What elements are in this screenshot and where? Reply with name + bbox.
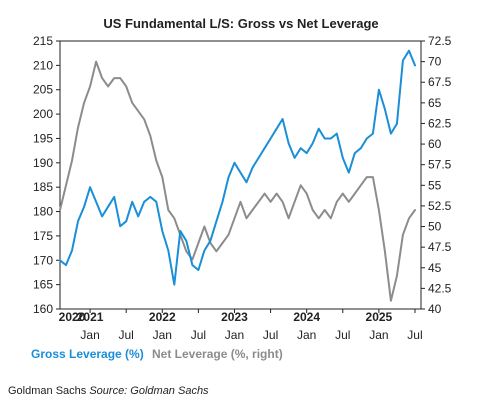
- right-axis: 40 42.5 45 47.5 50 52.5 55 57.5 60 62.5 65 67.5 70 72…: [421, 34, 452, 316]
- footer: Goldman Sachs Source: Goldman Sachs: [8, 385, 209, 397]
- left-tick-label-0: 160: [33, 302, 53, 316]
- left-tick-label-11: 215: [33, 34, 53, 48]
- right-tick-label-0: 40: [428, 302, 442, 316]
- year-label-5: 2025: [366, 310, 393, 324]
- right-tick-label-5: 52.5: [428, 199, 452, 213]
- left-tick-label-7: 195: [33, 131, 53, 145]
- plot-frame: [59, 40, 422, 310]
- left-axis: 160 165 170 175 180 185 190 195 200 205 210 215: [33, 34, 60, 316]
- month-label-0: Jan: [80, 328, 99, 342]
- legend-gross-leverage: Gross Leverage (%): [31, 347, 144, 361]
- month-label-5: Jul: [263, 328, 278, 342]
- month-label-9: Jul: [407, 328, 422, 342]
- series-layer: [59, 49, 416, 302]
- left-tick-label-10: 210: [33, 58, 53, 72]
- left-tick-label-1: 165: [33, 278, 53, 292]
- right-tick-label-10: 65: [428, 96, 442, 110]
- footer-text: Goldman Sachs: [8, 385, 90, 397]
- left-tick-label-3: 175: [33, 229, 53, 243]
- right-tick-label-13: 72.5: [428, 34, 452, 48]
- year-label-2: 2022: [149, 310, 176, 324]
- left-tick-label-2: 170: [33, 253, 53, 267]
- year-label-1: 2021: [77, 310, 104, 324]
- right-tick-label-2: 45: [428, 261, 442, 275]
- right-tick-label-4: 50: [428, 220, 442, 234]
- right-tick-label-12: 70: [428, 55, 442, 69]
- right-tick-label-11: 67.5: [428, 75, 452, 89]
- chart-title: US Fundamental L/S: Gross vs Net Leverag…: [103, 16, 378, 31]
- left-tick-label-9: 205: [33, 83, 53, 97]
- gross-leverage-line: [59, 49, 416, 286]
- net-leverage-line: [59, 60, 416, 302]
- month-label-8: Jan: [369, 328, 388, 342]
- right-tick-label-9: 62.5: [428, 116, 452, 130]
- month-label-1: Jul: [119, 328, 134, 342]
- footer-source: Source: Goldman Sachs: [89, 385, 209, 397]
- month-label-2: Jan: [153, 328, 172, 342]
- left-tick-label-6: 190: [33, 156, 53, 170]
- month-label-7: Jul: [335, 328, 350, 342]
- month-label-3: Jul: [191, 328, 206, 342]
- month-label-6: Jan: [297, 328, 316, 342]
- year-label-3: 2023: [221, 310, 248, 324]
- right-tick-label-3: 47.5: [428, 240, 452, 254]
- legend-net-leverage: Net Leverage (%, right): [152, 347, 283, 361]
- legend: Gross Leverage (%) Net Leverage (%, righ…: [31, 347, 283, 361]
- month-label-4: Jan: [225, 328, 244, 342]
- right-tick-label-6: 55: [428, 178, 442, 192]
- left-tick-label-4: 180: [33, 205, 53, 219]
- year-label-0: 2020: [59, 310, 86, 324]
- right-tick-label-7: 57.5: [428, 158, 452, 172]
- right-tick-label-1: 42.5: [428, 281, 452, 295]
- year-label-4: 2024: [293, 310, 320, 324]
- right-tick-label-8: 60: [428, 137, 442, 151]
- left-tick-label-5: 185: [33, 180, 53, 194]
- chart: US Fundamental L/S: Gross vs Net Leverag…: [31, 16, 452, 361]
- left-tick-label-8: 200: [33, 107, 53, 121]
